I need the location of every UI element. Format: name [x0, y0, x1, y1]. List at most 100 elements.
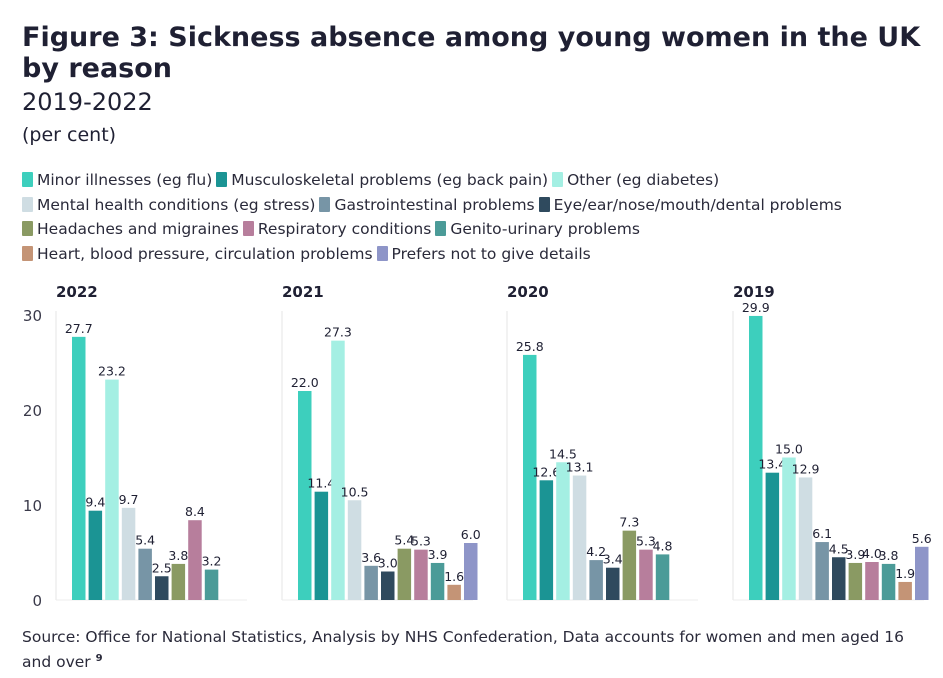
bar [447, 584, 461, 600]
bar [430, 562, 445, 600]
bar-value-label: 6.0 [461, 527, 481, 542]
y-tick-label: 0 [32, 592, 42, 610]
chart-subtitle: 2019-2022 [22, 88, 153, 116]
bar-value-label: 12.6 [532, 464, 560, 479]
bar-value-label: 7.3 [619, 515, 639, 530]
bar-value-label: 5.6 [912, 531, 932, 546]
legend-swatch [22, 245, 33, 261]
legend-label: Heart, blood pressure, circulation probl… [37, 244, 373, 263]
legend-item: Prefers not to give details [376, 242, 591, 267]
bar-value-label: 8.4 [185, 504, 205, 519]
bar-value-label: 5.3 [636, 534, 656, 549]
bar [204, 569, 219, 600]
bar [556, 462, 570, 600]
panel-label: 2019 [733, 283, 775, 301]
legend-item: Minor illnesses (eg flu) [22, 168, 212, 193]
bar-value-label: 5.4 [394, 533, 414, 548]
bar-value-label: 5.4 [135, 533, 155, 548]
bar [188, 520, 202, 600]
bar-value-label: 1.9 [895, 566, 915, 581]
bar-value-label: 6.1 [812, 526, 832, 541]
bar [364, 565, 378, 600]
legend-swatch [435, 221, 447, 236]
bar [347, 500, 362, 600]
source-note: Source: Office for National Statistics, … [22, 626, 932, 673]
legend-item: Gastrointestinal problems [319, 193, 535, 218]
bar [331, 340, 345, 600]
legend-item: Respiratory conditions [242, 217, 432, 242]
panel-label: 2021 [282, 283, 324, 301]
bar-value-label: 12.9 [792, 461, 820, 476]
bar [815, 542, 829, 600]
legend-swatch [242, 221, 254, 236]
legend-swatch [22, 196, 33, 212]
bar-value-label: 4.5 [829, 541, 849, 556]
y-tick-label: 30 [23, 307, 42, 325]
bar [314, 491, 329, 600]
source-text: Source: Office for National Statistics, … [22, 628, 904, 672]
legend-item: Musculoskeletal problems (eg back pain) [216, 168, 548, 193]
bar-value-label: 9.7 [119, 492, 139, 507]
bar [138, 548, 152, 600]
bar-value-label: 3.9 [845, 547, 865, 562]
legend-item: Mental health conditions (eg stress) [22, 193, 315, 218]
bar [639, 549, 653, 600]
y-tick-label: 10 [23, 497, 42, 515]
bar-value-label: 11.4 [307, 476, 335, 491]
bar [749, 315, 763, 600]
legend-item: Headaches and migraines [22, 217, 239, 242]
bar [105, 379, 119, 600]
legend-label: Eye/ear/nose/mouth/dental problems [553, 195, 842, 214]
legend-item: Eye/ear/nose/mouth/dental problems [538, 193, 842, 218]
bar-value-label: 3.8 [879, 548, 899, 563]
bar [72, 336, 86, 600]
bar-value-label: 3.4 [603, 552, 623, 567]
bar [898, 581, 912, 600]
bar [171, 563, 186, 600]
bar [589, 560, 603, 600]
chart-legend: Minor illnesses (eg flu) Musculoskeletal … [22, 168, 932, 266]
bar [865, 562, 879, 600]
panel-label: 2022 [56, 283, 98, 301]
legend-swatch [538, 196, 550, 212]
legend-item: Genito-urinary problems [435, 217, 640, 242]
bar-value-label: 9.4 [85, 495, 105, 510]
bar-value-label: 15.0 [775, 442, 803, 457]
bar [88, 510, 103, 600]
bar [622, 530, 637, 600]
legend-label: Mental health conditions (eg stress) [37, 195, 316, 214]
legend-label: Genito-urinary problems [450, 220, 640, 238]
legend-label: Gastrointestinal problems [334, 195, 535, 214]
bar-value-label: 4.0 [862, 546, 882, 561]
bar-value-label: 5.3 [411, 534, 431, 549]
bar-value-label: 3.2 [202, 554, 222, 569]
legend-label: Headaches and migraines [37, 220, 239, 238]
bar [832, 557, 846, 600]
bar [881, 563, 896, 600]
bar-chart: 0102030202227.79.423.29.75.42.53.88.43.2… [23, 283, 932, 610]
bar-value-label: 4.2 [586, 544, 606, 559]
bar-value-label: 27.3 [324, 325, 352, 340]
bar [782, 457, 796, 600]
legend-label: Respiratory conditions [257, 220, 432, 238]
bar [798, 477, 813, 600]
bar-value-label: 27.7 [65, 321, 93, 336]
chart-title: Figure 3: Sickness absence among young w… [22, 22, 921, 84]
legend-swatch [552, 172, 564, 187]
bar-value-label: 22.0 [291, 375, 319, 390]
bar-value-label: 3.8 [168, 548, 188, 563]
legend-item: Heart, blood pressure, circulation probl… [22, 242, 373, 267]
legend-swatch [376, 245, 388, 261]
bar-value-label: 10.5 [341, 484, 369, 499]
legend-label: Other (eg diabetes) [567, 171, 720, 189]
bar [655, 554, 670, 600]
bar-value-label: 13.4 [758, 457, 786, 472]
bar [523, 354, 537, 600]
panel-label: 2020 [507, 283, 549, 301]
bar [915, 546, 929, 600]
bar-value-label: 4.8 [653, 538, 673, 553]
bar [765, 472, 780, 600]
bar [381, 571, 395, 600]
bar-value-label: 14.5 [549, 446, 577, 461]
bar [539, 480, 554, 600]
